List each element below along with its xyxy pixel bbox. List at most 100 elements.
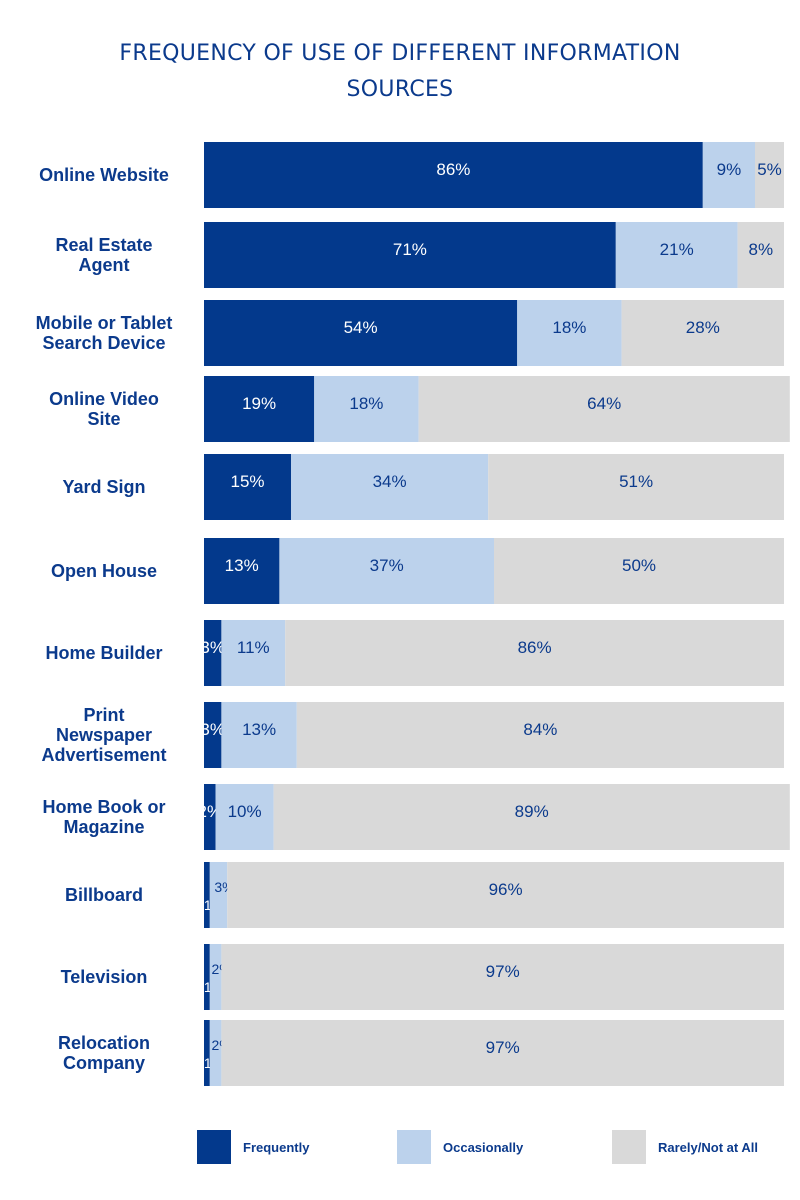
category-label: Advertisement <box>41 745 166 765</box>
bar-segment-occasionally <box>615 222 738 288</box>
data-label-occasionally: 34% <box>373 472 407 491</box>
data-label-frequently: 19% <box>242 394 276 413</box>
bar-row: Online Website 86% 9% 5% <box>39 142 784 208</box>
data-label-rarely: 97% <box>486 1038 520 1057</box>
bar-segment-frequently <box>204 222 616 288</box>
bar-row: Open House 13% 37% 50% <box>51 538 784 604</box>
bar-segment-occasionally <box>291 454 489 520</box>
data-label-rarely: 84% <box>523 720 557 739</box>
bar-segment-rarely <box>227 862 784 928</box>
bar-row: RelocationCompany1%2%97% <box>58 1020 784 1086</box>
data-label-rarely: 51% <box>619 472 653 491</box>
bar-segment-rarely <box>621 300 784 366</box>
category-label: Real Estate <box>55 235 152 255</box>
bar-row: Television1%2%97% <box>61 944 784 1010</box>
bar-segment-occasionally <box>209 862 228 928</box>
data-label-occasionally: 37% <box>370 556 404 575</box>
chart-title: FREQUENCY OF USE OF DIFFERENT INFORMATIO… <box>0 36 800 108</box>
category-label: Online Video <box>49 389 159 409</box>
data-label-rarely: 8% <box>749 240 774 259</box>
category-label: Print <box>83 705 124 725</box>
bar-segment-rarely <box>285 620 784 686</box>
data-label-rarely: 50% <box>622 556 656 575</box>
bar-segment-rarely <box>737 222 784 288</box>
bar-segment-frequently <box>204 376 315 442</box>
bar-segment-occasionally <box>221 620 286 686</box>
data-label-rarely: 86% <box>518 638 552 657</box>
category-label: Home Builder <box>45 643 162 663</box>
bar-segment-occasionally <box>215 784 274 850</box>
data-label-rarely: 89% <box>515 802 549 821</box>
data-label-frequently: 3% <box>200 720 225 739</box>
bar-segment-occasionally <box>209 1020 222 1086</box>
bar-segment-frequently <box>204 620 222 686</box>
legend-label-rarely: Rarely/Not at All <box>658 1139 758 1155</box>
category-label: Mobile or Tablet <box>36 313 173 333</box>
bar-segment-rarely <box>418 376 790 442</box>
bar-segment-rarely <box>755 142 784 208</box>
data-label-occasionally: 18% <box>349 394 383 413</box>
category-label: Company <box>63 1053 145 1073</box>
bar-segment-rarely <box>273 784 790 850</box>
category-label: Relocation <box>58 1033 150 1053</box>
category-label: Billboard <box>65 885 143 905</box>
bar-segment-rarely <box>488 454 784 520</box>
data-label-rarely: 96% <box>489 880 523 899</box>
bar-segment-rarely <box>221 944 784 1010</box>
bar-segment-occasionally <box>221 702 297 768</box>
bar-segment-frequently <box>204 142 703 208</box>
data-label-rarely: 28% <box>686 318 720 337</box>
category-label: Home Book or <box>42 797 165 817</box>
data-label-occasionally: 13% <box>242 720 276 739</box>
category-label: Magazine <box>63 817 144 837</box>
bar-segment-occasionally <box>209 944 222 1010</box>
legend-item-frequently: Frequently <box>197 1130 309 1164</box>
bar-segment-occasionally <box>517 300 622 366</box>
bar-segment-frequently <box>204 538 280 604</box>
bar-segment-frequently <box>204 1020 210 1086</box>
bar-row: Home Builder 3% 11% 86% <box>45 620 784 686</box>
data-label-rarely: 64% <box>587 394 621 413</box>
category-label: Agent <box>79 255 130 275</box>
category-label: Television <box>61 967 148 987</box>
chart-title-line-1: FREQUENCY OF USE OF DIFFERENT INFORMATIO… <box>119 41 681 66</box>
data-label-frequently: 86% <box>436 160 470 179</box>
bar-row: Billboard1%3%96% <box>65 862 784 928</box>
category-label: Yard Sign <box>62 477 145 497</box>
data-label-occasionally: 11% <box>237 638 270 657</box>
bar-segment-rarely <box>221 1020 784 1086</box>
bar-segment-frequently <box>204 454 291 520</box>
bar-segment-rarely <box>296 702 784 768</box>
data-label-frequently: 15% <box>230 472 264 491</box>
category-label: Newspaper <box>56 725 152 745</box>
data-label-frequently: 13% <box>225 556 259 575</box>
data-label-frequently: 54% <box>344 318 378 337</box>
category-label: Search Device <box>42 333 165 353</box>
bar-segment-frequently <box>204 300 518 366</box>
bar-segment-frequently <box>204 944 210 1010</box>
legend-swatch-rarely <box>612 1130 646 1164</box>
bar-segment-frequently <box>204 702 222 768</box>
bar-row: Yard Sign 15% 34% 51% <box>62 454 784 520</box>
legend-item-occasionally: Occasionally <box>397 1130 523 1164</box>
category-label: Online Website <box>39 165 169 185</box>
data-label-occasionally: 9% <box>717 160 742 179</box>
bar-segment-occasionally <box>279 538 494 604</box>
bar-segment-occasionally <box>702 142 755 208</box>
data-label-occasionally: 10% <box>228 802 262 821</box>
data-label-rarely: 97% <box>486 962 520 981</box>
legend-label-frequently: Frequently <box>243 1139 310 1155</box>
legend-swatch-occasionally <box>397 1130 431 1164</box>
legend-label-occasionally: Occasionally <box>443 1139 524 1155</box>
data-label-frequently: 3% <box>200 638 225 657</box>
bar-segment-occasionally <box>314 376 419 442</box>
category-label: Open House <box>51 561 157 581</box>
data-label-frequently: 71% <box>393 240 427 259</box>
chart-title-line-2: SOURCES <box>346 77 454 102</box>
